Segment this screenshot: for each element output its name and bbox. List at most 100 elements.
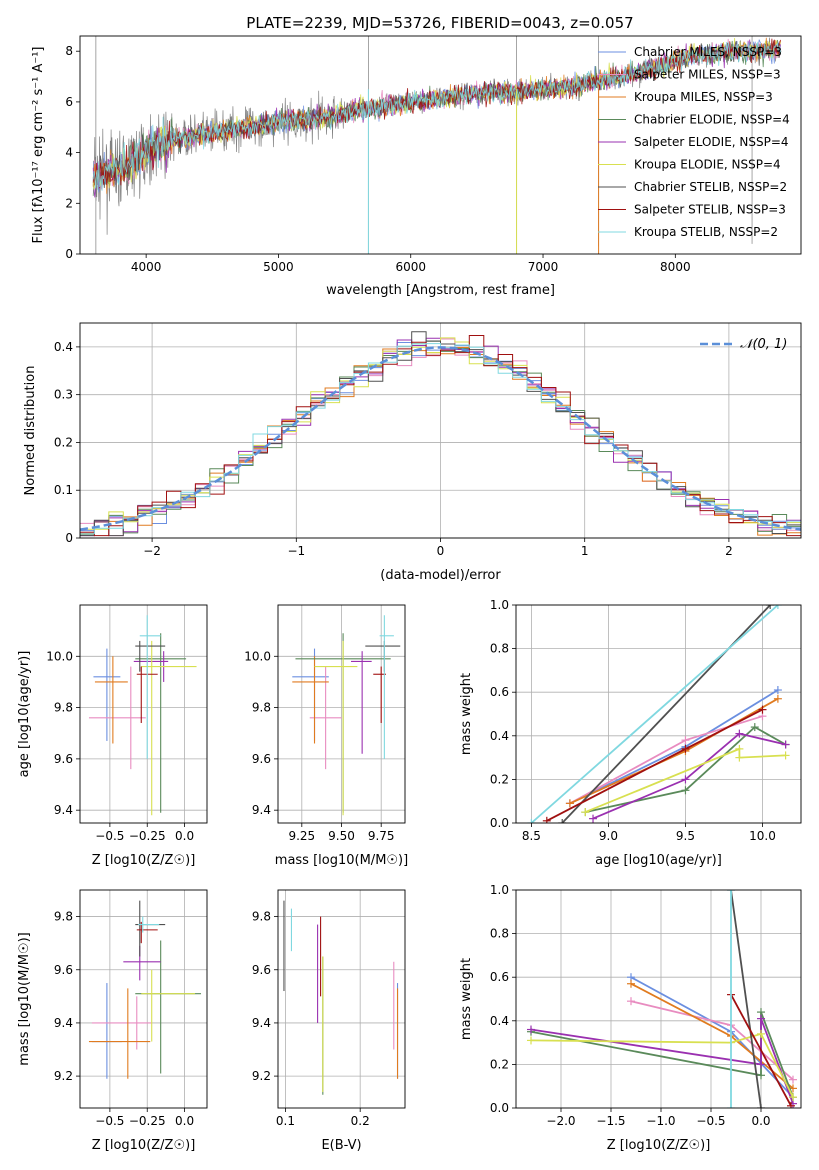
error-bar-chabrier-miles	[91, 983, 122, 1079]
y-tick-label: 0.4	[490, 729, 509, 743]
x-axis-label: Z [log10(Z/Z☉)]	[607, 1138, 711, 1153]
x-tick-label: 4000	[131, 260, 162, 274]
plot-area	[80, 331, 801, 537]
x-tick-label: 7000	[528, 260, 559, 274]
error-bar-salpeter-elodie	[351, 651, 372, 754]
error-bar-kroupa-miles	[292, 656, 329, 744]
weight-series-kroupa-elodie	[581, 744, 790, 817]
plot-area	[88, 615, 197, 816]
error-bar-chabrier-elodie	[135, 633, 187, 813]
weight-line	[730, 994, 792, 1107]
y-tick-label: 9.4	[252, 803, 271, 817]
x-tick-label: 9.75	[368, 829, 395, 843]
y-tick-label: 0	[65, 247, 73, 261]
y-tick-label: 2	[65, 196, 73, 210]
x-axis-label: (data-model)/error	[380, 568, 501, 583]
error-bar-chabrier-stelib	[135, 640, 166, 672]
legend-label: Kroupa MILES, NSSP=3	[634, 90, 773, 104]
y-tick-label: 9.4	[252, 1016, 271, 1030]
weight-series-chabrier-elodie	[527, 1008, 797, 1102]
legend-label: Salpeter STELIB, NSSP=3	[634, 203, 786, 217]
error-bar-chabrier-miles	[93, 648, 121, 741]
axes-frame	[277, 604, 406, 824]
y-tick-label: 6	[65, 95, 73, 109]
axes-frame	[515, 604, 802, 824]
x-tick-label: −0.25	[129, 1114, 166, 1128]
y-tick-label: 0.2	[54, 435, 73, 449]
x-tick-label: 0.1	[276, 1114, 295, 1128]
error-bar-kroupa-miles	[94, 656, 128, 744]
x-tick-label: 2	[725, 544, 733, 558]
weight-series-kroupa-miles	[565, 694, 782, 808]
error-bar-kroupa-elodie	[141, 969, 196, 1042]
x-axis-label: mass [log10(M/M☉)]	[275, 853, 408, 868]
y-tick-label: 1.0	[490, 883, 509, 897]
axes-frame	[79, 604, 208, 824]
x-tick-label: 10.0	[749, 829, 776, 843]
error-bar-kroupa-miles	[88, 988, 151, 1079]
y-tick-label: 0.8	[490, 927, 509, 941]
mass-vs-metallicity-panel: −0.5 −0.25 0.0 9.2 9.4 9.6 9.8 Z [log10(Z/Z☉)] m…	[17, 889, 208, 1153]
error-bar-chabrier-miles	[292, 648, 329, 741]
legend-label: Salpeter MILES, NSSP=3	[634, 68, 781, 82]
x-tick-label: −0.5	[95, 829, 124, 843]
x-tick-label: 5000	[263, 260, 294, 274]
x-axis-label: wavelength [Angstrom, rest frame]	[326, 283, 555, 298]
x-tick-label: 0.0	[175, 1114, 194, 1128]
x-tick-label: −2	[143, 544, 161, 558]
legend-label: Chabrier STELIB, NSSP=2	[634, 180, 787, 194]
y-tick-label: 0.0	[490, 1101, 509, 1115]
x-tick-label: 9.50	[328, 829, 355, 843]
plot-area	[283, 900, 399, 1095]
x-axis-label: E(B-V)	[321, 1138, 361, 1153]
x-tick-label: 0	[437, 544, 445, 558]
y-tick-label: 0.2	[490, 1057, 509, 1071]
x-tick-label: 8000	[660, 260, 691, 274]
weight-line	[530, 605, 779, 823]
weight-series-chabrier-miles	[627, 973, 797, 1102]
residuals-panel: −2 −1 0 1 2 0 0.1 0.2 0.3 0.4 (data-model)/error No…	[23, 322, 802, 583]
error-bar-kroupa-elodie	[314, 640, 358, 816]
x-tick-label: −0.5	[696, 1114, 725, 1128]
age-vs-mass-panel: 9.25 9.50 9.75 9.4 9.6 9.8 10.0 mass [log10(M/M…	[244, 604, 408, 868]
y-axis-label: Flux [fλ10⁻¹⁷ erg cm⁻² s⁻¹ A⁻¹]	[31, 47, 46, 244]
weight-line	[592, 732, 786, 820]
figure-title: PLATE=2239, MJD=53726, FIBERID=0043, z=0…	[246, 14, 633, 32]
age-vs-metallicity-panel: −0.5 −0.25 0.0 9.4 9.6 9.8 10.0 Z [log10(Z/Z☉)]…	[17, 604, 208, 868]
weight-line	[530, 1018, 794, 1104]
x-axis-label: Z [log10(Z/Z☉)]	[92, 1138, 196, 1153]
weight-line	[584, 747, 786, 813]
y-tick-label: 9.8	[252, 701, 271, 715]
error-bar-salpeter-miles	[88, 666, 146, 770]
y-tick-label: 4	[65, 146, 73, 160]
plot-area	[88, 900, 202, 1079]
x-axis-label: Z [log10(Z/Z☉)]	[92, 853, 196, 868]
y-tick-label: 9.8	[252, 910, 271, 924]
y-tick-label: 9.8	[54, 910, 73, 924]
mass-vs-ebv-panel: 0.1 0.2 9.2 9.4 9.6 9.8 E(B-V)	[252, 889, 406, 1153]
y-tick-label: 9.6	[252, 752, 271, 766]
axes-frame	[79, 35, 802, 255]
x-tick-label: −1.5	[596, 1114, 625, 1128]
y-axis-label: mass [log10(M/M☉)]	[17, 932, 32, 1065]
x-tick-label: 0.0	[751, 1114, 770, 1128]
legend-label: 𝒩(0, 1)	[740, 337, 787, 352]
y-tick-label: 0	[65, 531, 73, 545]
residual-histogram-kroupa-stelib	[80, 343, 801, 535]
x-tick-label: 0.2	[351, 1114, 370, 1128]
y-tick-label: 0.1	[54, 483, 73, 497]
error-bar-salpeter-stelib	[136, 921, 158, 944]
spectrum-panel: 4000 5000 6000 7000 8000 0 2 4 6 8 wavelength [Ang…	[31, 35, 802, 298]
weight-series-salpeter-elodie	[527, 1014, 797, 1108]
y-tick-label: 9.6	[54, 963, 73, 977]
y-tick-label: 0.3	[54, 388, 73, 402]
legend-label: Kroupa STELIB, NSSP=2	[634, 225, 778, 239]
x-axis-label: age [log10(age/yr)]	[595, 853, 722, 868]
error-bar-kroupa-stelib	[379, 615, 394, 759]
y-tick-label: 0.8	[490, 642, 509, 656]
residual-histogram-chabrier-stelib	[80, 331, 801, 537]
x-tick-label: 9.0	[599, 829, 618, 843]
x-tick-label: 6000	[395, 260, 426, 274]
y-tick-label: 10.0	[244, 649, 271, 663]
